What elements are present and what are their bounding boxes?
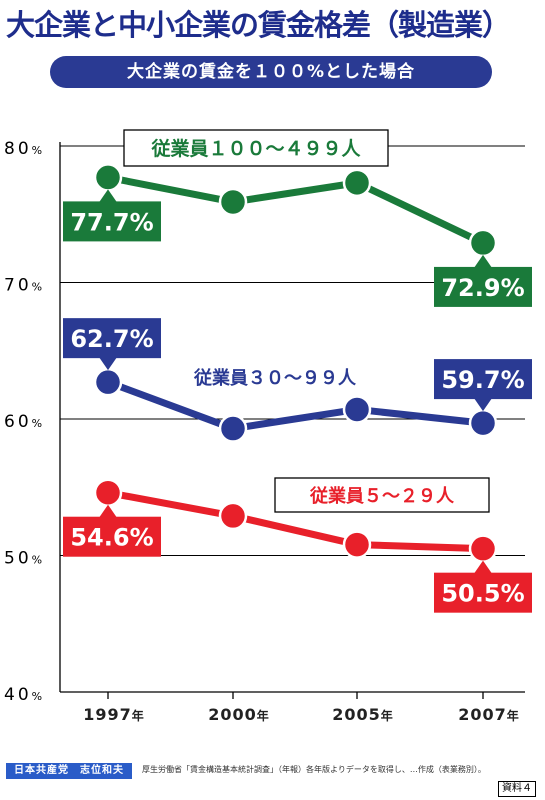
value-label-box (434, 266, 532, 307)
line-chart: 80% 70% 60% 50% 40% 1997年 2000年 2005年 2007年 77.7%… (4, 129, 532, 724)
y-tick-label: 60% (4, 412, 45, 432)
data-label: 50.5% (441, 580, 524, 608)
series-name-box (158, 360, 393, 394)
y-tick-label: 50% (4, 549, 45, 569)
data-point (468, 228, 498, 258)
data-point (93, 478, 123, 507)
callout-pointer (474, 254, 492, 268)
y-tick-label: 70% (4, 276, 45, 296)
data-point (93, 163, 123, 192)
callout-pointer (99, 504, 117, 518)
callout-pointer (99, 189, 117, 203)
series-name-label: 従業員１００～４９９人 (150, 137, 361, 160)
source-note: 厚生労働省「賃金構造基本統計調査」（年報）各年版よりデータを取得し、…作成（表業… (142, 765, 486, 774)
value-label-box (434, 572, 532, 613)
y-tick-label: 40% (4, 685, 45, 705)
y-tick-label: 80% (4, 139, 45, 159)
data-point (342, 395, 372, 424)
x-tick-label: 1997年 (83, 705, 145, 724)
footer-author: 日本共産党 志位和夫 (6, 763, 132, 779)
data-point (218, 501, 248, 531)
value-label-box (63, 318, 161, 359)
series-line (106, 378, 484, 433)
data-label: 77.7% (70, 208, 153, 236)
chart-subtitle: 大企業の賃金を１００%とした場合 (50, 56, 492, 88)
data-point (218, 414, 248, 443)
value-label-box (434, 359, 532, 400)
series-name-box (274, 477, 490, 513)
data-label: 59.7% (441, 366, 524, 394)
data-point (218, 187, 248, 217)
data-point (468, 534, 498, 563)
data-point (468, 408, 498, 438)
page-title: 大企業と中小企業の賃金格差（製造業） (6, 8, 511, 42)
data-point (93, 367, 123, 397)
series-name-label: 従業員３０～９９人 (193, 367, 357, 389)
series-name-label: 従業員５～２９人 (309, 485, 455, 507)
document-reference: 資料４ (498, 781, 536, 797)
x-tick-label: 2000年 (208, 705, 270, 724)
data-point (342, 530, 372, 559)
x-tick-label: 2007年 (458, 705, 520, 724)
series-line (107, 489, 484, 553)
series-line (107, 173, 485, 247)
callout-pointer (474, 560, 492, 574)
data-point (342, 168, 372, 198)
x-tick-label: 2005年 (332, 705, 394, 724)
callout-pointer (474, 398, 492, 412)
value-label-box (63, 516, 161, 557)
series-name-box (123, 129, 389, 167)
data-label: 72.9% (441, 274, 524, 302)
callout-pointer (99, 357, 117, 371)
data-label: 54.6% (70, 524, 153, 552)
value-label-box (63, 201, 161, 242)
data-label: 62.7% (70, 325, 153, 353)
